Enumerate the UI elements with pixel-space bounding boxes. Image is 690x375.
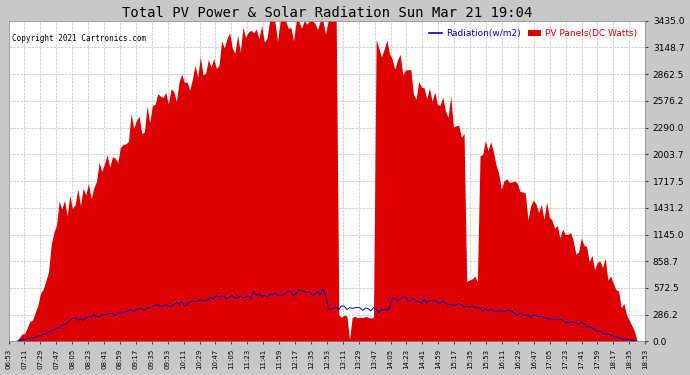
Title: Total PV Power & Solar Radiation Sun Mar 21 19:04: Total PV Power & Solar Radiation Sun Mar… [121, 6, 532, 20]
Text: Copyright 2021 Cartronics.com: Copyright 2021 Cartronics.com [12, 33, 146, 42]
Legend: Radiation(w/m2), PV Panels(DC Watts): Radiation(w/m2), PV Panels(DC Watts) [425, 25, 641, 42]
